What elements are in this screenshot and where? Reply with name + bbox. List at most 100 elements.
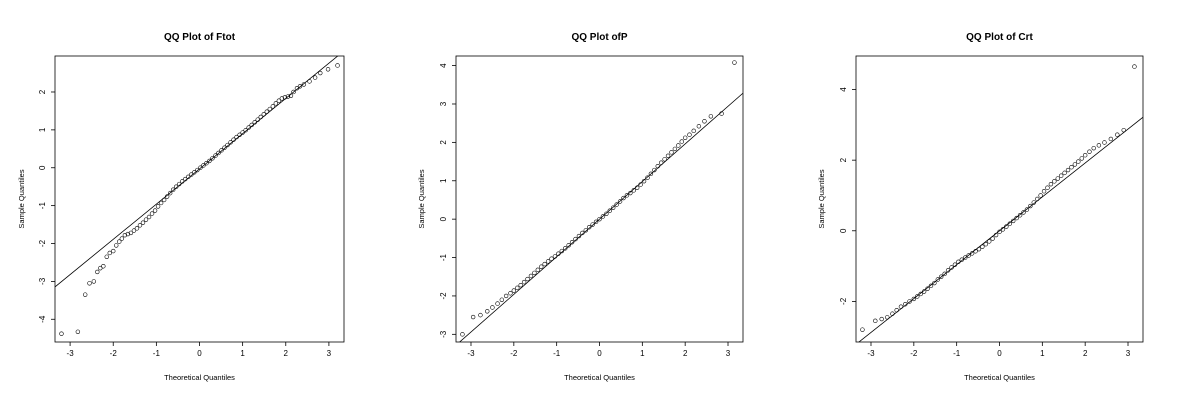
data-point xyxy=(1065,167,1071,173)
data-point xyxy=(702,119,707,124)
data-point xyxy=(885,315,890,320)
data-point xyxy=(1028,203,1033,209)
data-point xyxy=(285,94,291,99)
x-tick-label: -3 xyxy=(867,349,875,358)
y-tick-label: -4 xyxy=(38,315,47,323)
x-tick-label: -1 xyxy=(153,349,161,358)
x-tick-label: 0 xyxy=(997,349,1002,358)
data-point xyxy=(987,239,992,244)
chart-title: QQ Plot of Ftot xyxy=(164,32,236,43)
data-point xyxy=(267,106,273,112)
data-point xyxy=(593,219,599,225)
data-point xyxy=(604,211,609,216)
data-point xyxy=(234,134,239,140)
data-point xyxy=(559,248,565,254)
data-point xyxy=(1021,210,1026,215)
data-point xyxy=(1041,189,1047,194)
data-point xyxy=(95,269,100,275)
data-point xyxy=(911,296,917,302)
data-point xyxy=(983,241,988,247)
y-axis-label: Sample Quantiles xyxy=(817,169,826,228)
data-point xyxy=(213,153,218,158)
data-point xyxy=(490,305,495,310)
data-point xyxy=(318,70,323,76)
data-point xyxy=(240,130,245,135)
x-tick-label: 3 xyxy=(327,349,332,358)
y-tick-label: 2 xyxy=(439,140,448,145)
data-point xyxy=(552,254,558,259)
data-point xyxy=(155,204,161,209)
data-point xyxy=(532,270,537,276)
data-point xyxy=(515,285,520,291)
data-point xyxy=(1096,143,1102,148)
data-point xyxy=(143,217,149,222)
data-point xyxy=(174,184,179,189)
x-tick-label: 3 xyxy=(1126,349,1131,358)
data-point xyxy=(111,248,116,254)
data-point xyxy=(201,163,206,168)
data-point xyxy=(597,216,602,222)
data-point xyxy=(590,222,595,227)
data-point xyxy=(648,171,654,177)
y-tick-label: -1 xyxy=(38,202,47,210)
data-point xyxy=(935,277,941,282)
y-axis-label: Sample Quantiles xyxy=(417,169,426,228)
x-tick-label: 2 xyxy=(284,349,289,358)
data-point xyxy=(312,75,318,80)
data-point xyxy=(580,230,585,236)
data-point xyxy=(576,233,582,239)
data-point xyxy=(879,316,884,322)
data-point xyxy=(149,211,155,216)
data-point xyxy=(945,268,951,273)
data-point xyxy=(1034,196,1040,202)
y-tick-label: -3 xyxy=(439,330,448,338)
data-point xyxy=(976,246,982,252)
data-point xyxy=(255,117,260,122)
data-point xyxy=(1000,227,1006,232)
y-tick-label: 4 xyxy=(839,87,848,92)
data-point xyxy=(186,174,191,180)
data-point xyxy=(1048,181,1054,187)
x-tick-label: -1 xyxy=(553,349,561,358)
data-point xyxy=(621,195,626,201)
data-point xyxy=(1038,193,1043,198)
data-point xyxy=(525,276,530,282)
data-point xyxy=(101,264,106,269)
data-point xyxy=(549,256,554,261)
data-point xyxy=(195,167,200,173)
data-point xyxy=(1121,127,1126,133)
data-point xyxy=(535,267,541,273)
qq-reference-line xyxy=(459,92,743,342)
data-point xyxy=(237,132,242,137)
data-point xyxy=(1031,200,1036,205)
x-tick-label: 3 xyxy=(726,349,731,358)
data-point xyxy=(1108,136,1114,142)
data-point xyxy=(719,111,724,116)
data-point xyxy=(614,202,619,207)
data-point xyxy=(301,82,307,87)
data-point xyxy=(949,265,954,270)
y-tick-label: 0 xyxy=(839,228,848,233)
plot-frame xyxy=(855,55,1144,343)
data-point xyxy=(600,214,606,219)
data-point xyxy=(279,96,285,101)
data-point xyxy=(207,158,212,164)
data-point xyxy=(566,243,571,248)
data-point xyxy=(539,264,544,269)
data-point xyxy=(98,265,103,271)
data-point xyxy=(545,259,551,264)
data-point xyxy=(1076,159,1081,164)
x-tick-label: -2 xyxy=(110,349,118,358)
data-point xyxy=(676,143,681,148)
x-tick-label: 1 xyxy=(1040,349,1045,358)
x-tick-label: 1 xyxy=(240,349,245,358)
data-point xyxy=(460,332,465,337)
data-point xyxy=(104,254,109,259)
data-point xyxy=(563,246,568,251)
data-point xyxy=(556,251,561,256)
data-point xyxy=(1069,165,1074,170)
data-point xyxy=(122,232,128,238)
data-point xyxy=(114,243,119,248)
data-point xyxy=(1058,173,1064,178)
